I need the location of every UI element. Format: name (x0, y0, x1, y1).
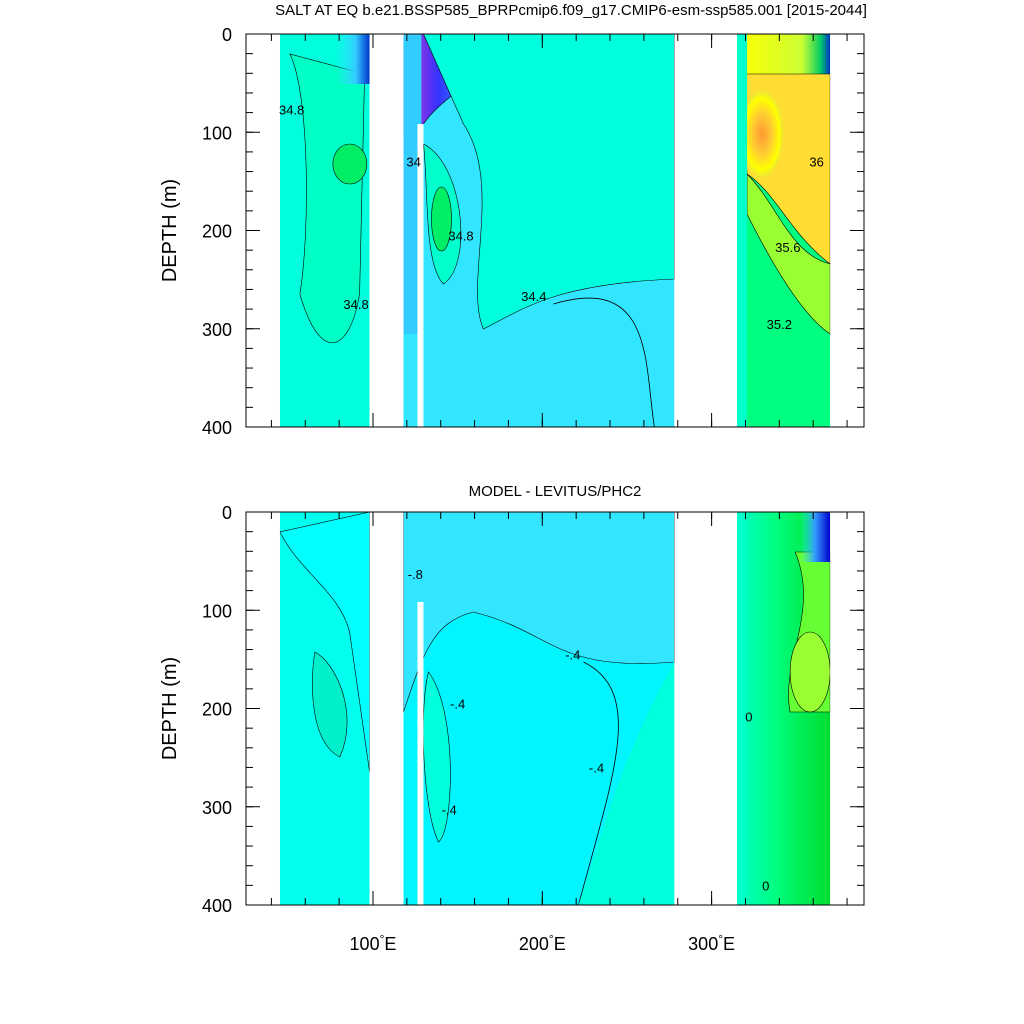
y-axis-label: DEPTH (m) (159, 179, 181, 282)
contour-line (578, 661, 619, 905)
land-gap (369, 34, 404, 427)
y-tick-label: 400 (202, 418, 232, 438)
contour-line (553, 297, 655, 427)
contour-fill (431, 186, 452, 252)
plot-area: 34.8 34.8 34 34.8 34.4 36 35.6 35.2 (246, 34, 864, 427)
y-tick-label: 200 (202, 222, 232, 242)
contour-fill (289, 53, 365, 344)
x-tick-label: 100°E (350, 932, 397, 954)
contour-label: 0 (762, 878, 769, 893)
chart-title: MODEL - LEVITUS/PHC2 (469, 483, 642, 500)
contour-fill (746, 173, 831, 335)
contour-label: 34 (406, 155, 420, 170)
chart-panel-1: 34.8 34.8 34 34.8 34.4 36 35.6 35.2 SALT AT EQ b… (159, 2, 867, 438)
plot-area: -.8 -.4 -.4 -.4 -.4 0 0 (246, 512, 864, 905)
contour-label: -.4 (442, 803, 457, 818)
contour-label: 35.2 (767, 317, 792, 332)
y-tick-label: 300 (202, 320, 232, 340)
contour-fill (279, 512, 370, 773)
contour-fill (423, 34, 675, 330)
contour-fill (737, 512, 746, 905)
contour-fill (332, 143, 368, 185)
y-tick-label: 200 (202, 700, 232, 720)
contour-fill (403, 34, 422, 334)
contour-fill (578, 662, 675, 905)
y-tick-label: 0 (222, 25, 232, 45)
island-gap (417, 124, 424, 427)
y-tick-label: 400 (202, 896, 232, 916)
chart-title: SALT AT EQ b.e21.BSSP585_BPRPcmip6.f09_g… (275, 2, 867, 19)
land-gap (674, 512, 738, 905)
x-tick-label: 200°E (519, 932, 566, 954)
contour-fill (740, 89, 785, 179)
contour-label: -.8 (408, 567, 423, 582)
land-gap (369, 512, 404, 905)
contour-label: 34.8 (448, 228, 473, 243)
contour-label: 34.8 (279, 103, 304, 118)
y-tick-label: 0 (222, 503, 232, 523)
contour-label: -.4 (565, 647, 580, 662)
contour-fill (800, 512, 831, 562)
y-tick-label: 300 (202, 798, 232, 818)
y-tick-label: 100 (202, 601, 232, 621)
y-tick-label: 100 (202, 123, 232, 143)
y-axis-label: DEPTH (m) (159, 657, 181, 760)
contour-fill (737, 34, 748, 427)
contour-label: 36 (809, 155, 823, 170)
contour-label: 34.4 (521, 289, 546, 304)
chart-panel-2: -.8 -.4 -.4 -.4 -.4 0 0 MODEL - LEVITUS/PHC2 DEP… (159, 483, 865, 954)
contour-label: 35.6 (775, 240, 800, 255)
contour-label: 0 (745, 709, 752, 724)
contour-label: -.4 (589, 760, 604, 775)
land-gap (674, 34, 738, 427)
contour-fill (334, 34, 370, 84)
contour-fill (789, 631, 831, 713)
contour-label: 34.8 (343, 297, 368, 312)
x-tick-label: 300°E (688, 932, 735, 954)
island-gap (417, 602, 424, 905)
contour-label: -.4 (450, 697, 465, 712)
contour-fill (312, 651, 348, 758)
